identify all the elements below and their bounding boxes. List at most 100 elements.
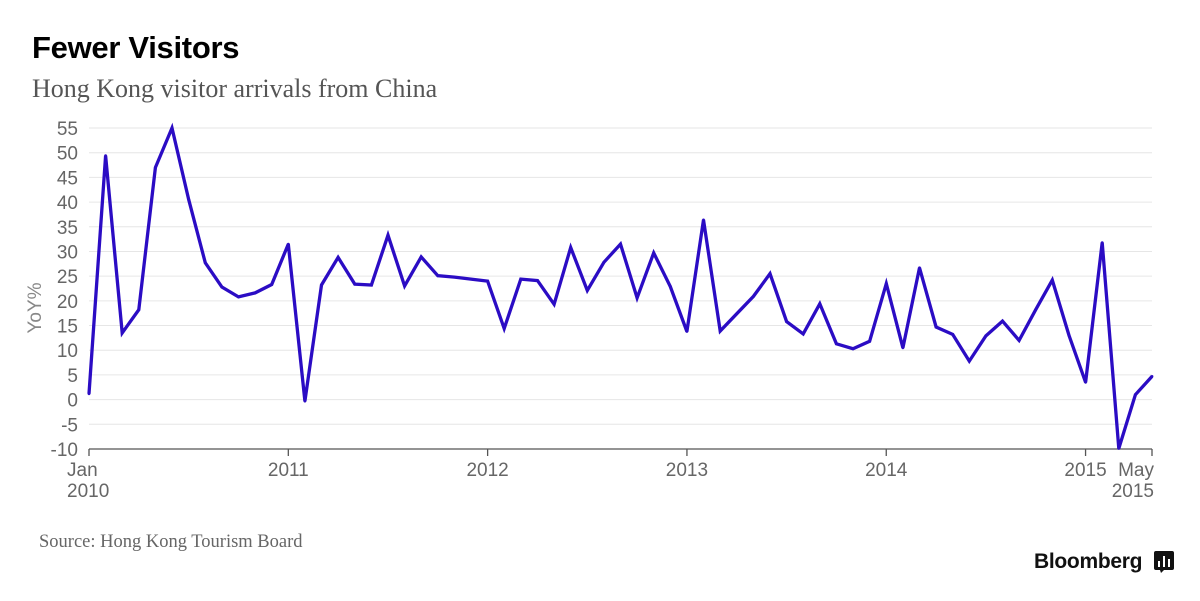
data-point (320, 283, 323, 287)
data-point (486, 279, 489, 283)
data-point (336, 256, 340, 259)
x-tick-label: 2012 (466, 460, 508, 481)
data-point (403, 284, 406, 288)
y-axis-ticks: -10 -5 0 5 10 15 20 25 30 35 40 45 50 55 (51, 119, 78, 461)
x-tick-label: 2014 (865, 460, 908, 481)
data-point (702, 218, 705, 222)
y-axis-label: YoY% (25, 282, 46, 333)
y-tick-label: 30 (57, 242, 78, 263)
data-point (286, 242, 290, 246)
data-point (851, 347, 855, 351)
data-point (1134, 393, 1137, 397)
data-point (170, 126, 174, 130)
data-point (685, 330, 689, 333)
data-point (868, 339, 871, 343)
data-point (951, 333, 955, 336)
series-line (87, 122, 1154, 449)
data-point (1117, 447, 1121, 450)
data-point (419, 255, 423, 259)
data-point (934, 325, 938, 329)
data-point (453, 275, 456, 279)
chart-subtitle: Hong Kong visitor arrivals from China (32, 74, 438, 103)
data-point (120, 331, 124, 335)
data-point (652, 251, 656, 255)
data-point (835, 342, 838, 346)
data-point (187, 198, 191, 202)
data-point (104, 154, 107, 158)
y-tick-label: 40 (57, 193, 78, 214)
source-note: Source: Hong Kong Tourism Board (39, 532, 303, 552)
y-tick-label: 50 (57, 144, 78, 165)
data-point (635, 296, 639, 300)
data-point (884, 282, 888, 285)
data-point (619, 242, 622, 246)
data-point (1001, 319, 1004, 323)
y-tick-label: 55 (57, 119, 78, 140)
y-tick-label: 45 (57, 168, 78, 189)
x-tick-label: 2015 (1064, 460, 1106, 481)
data-point (984, 334, 988, 338)
data-point (386, 233, 390, 237)
y-tick-label: 15 (57, 317, 78, 338)
bloomberg-terminal-icon (1154, 551, 1174, 573)
data-point (353, 282, 357, 286)
data-point (370, 283, 373, 287)
brand-logo: Bloomberg (1034, 550, 1143, 573)
data-point (1150, 375, 1154, 378)
data-point (569, 246, 573, 249)
data-point (1084, 380, 1087, 384)
data-point (735, 312, 739, 316)
data-point (203, 261, 207, 265)
y-tick-label: 10 (57, 341, 78, 362)
y-tick-label: 5 (67, 366, 78, 387)
data-point (967, 359, 971, 363)
y-tick-label: -5 (61, 415, 78, 436)
data-point (87, 392, 91, 396)
data-point (270, 283, 274, 286)
data-point (785, 320, 788, 323)
data-point (768, 272, 772, 276)
data-point (801, 332, 805, 336)
data-point (303, 399, 307, 403)
y-tick-label: -10 (51, 440, 78, 461)
series-layer (87, 122, 1154, 450)
data-point (1067, 334, 1071, 337)
data-point (718, 329, 722, 333)
data-point (668, 285, 672, 288)
x-tick-label: 2010 (67, 481, 109, 502)
data-point (602, 260, 606, 264)
y-tick-label: 35 (57, 218, 78, 239)
data-point (536, 279, 539, 282)
data-point (253, 291, 257, 295)
data-point (436, 274, 440, 278)
data-point (1034, 308, 1038, 312)
x-tick-label: 2015 (1112, 481, 1154, 502)
data-point (1050, 278, 1054, 282)
gridlines (89, 127, 1152, 450)
data-point (585, 289, 589, 292)
data-point (1100, 241, 1104, 245)
data-point (154, 166, 157, 169)
data-point (220, 285, 224, 289)
x-tick-label: 2011 (268, 460, 309, 481)
y-tick-label: 25 (57, 267, 78, 288)
data-point (818, 302, 822, 306)
data-point (502, 327, 506, 330)
y-tick-label: 0 (67, 391, 78, 412)
x-tick-label: May (1118, 460, 1154, 481)
data-point (552, 302, 556, 306)
x-tick-label: Jan (67, 460, 98, 481)
data-point (237, 295, 240, 299)
chart-title: Fewer Visitors (32, 30, 240, 65)
data-point (137, 308, 141, 312)
x-tick-label: 2013 (666, 460, 708, 481)
y-tick-label: 20 (57, 292, 78, 313)
data-point (901, 346, 905, 350)
data-point (469, 277, 473, 281)
data-point (1017, 339, 1021, 342)
data-point (752, 295, 755, 298)
data-point (918, 266, 921, 270)
data-point (519, 277, 523, 281)
